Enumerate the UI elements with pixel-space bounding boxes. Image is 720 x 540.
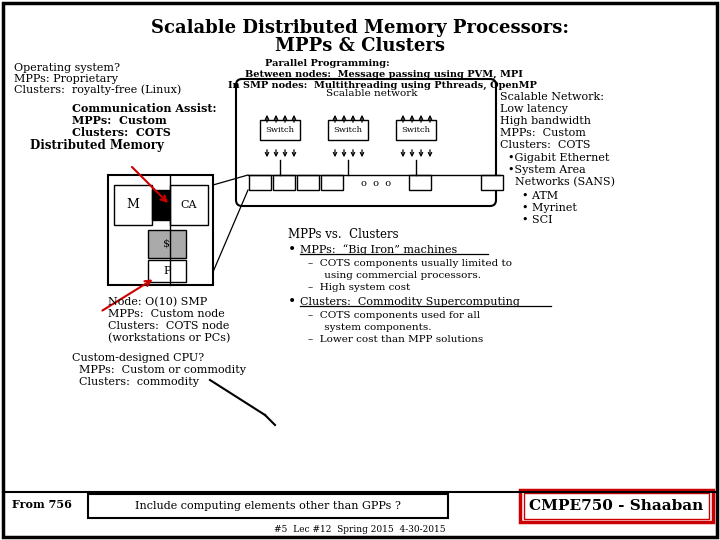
Bar	[148, 260, 186, 282]
Text: o  o  o: o o o	[361, 179, 391, 187]
Text: In SMP nodes:  Multithreading using Pthreads, OpenMP: In SMP nodes: Multithreading using Pthre…	[228, 80, 537, 90]
Text: system components.: system components.	[308, 322, 431, 332]
Text: Communication Assist:: Communication Assist:	[72, 103, 217, 113]
Text: •: •	[288, 243, 296, 257]
Text: –  High system cost: – High system cost	[308, 282, 410, 292]
Bar	[321, 175, 343, 190]
Text: Scalable Distributed Memory Processors:: Scalable Distributed Memory Processors:	[151, 19, 569, 37]
Text: Include computing elements other than GPPs ?: Include computing elements other than GP…	[135, 501, 401, 511]
Text: Scalable Network:: Scalable Network:	[500, 92, 604, 102]
FancyBboxPatch shape	[236, 79, 496, 206]
Bar	[520, 490, 713, 522]
Bar	[108, 175, 213, 285]
Bar	[170, 185, 208, 225]
Text: Clusters:  Commodity Supercomputing: Clusters: Commodity Supercomputing	[300, 297, 520, 307]
Bar	[481, 175, 503, 190]
Text: –  COTS components usually limited to: – COTS components usually limited to	[308, 259, 512, 267]
Text: Low latency: Low latency	[500, 104, 568, 114]
Text: MPPs: Proprietary: MPPs: Proprietary	[14, 74, 118, 84]
Text: • ATM: • ATM	[522, 191, 558, 201]
Text: Switch: Switch	[402, 126, 431, 134]
Text: Clusters:  commodity: Clusters: commodity	[72, 377, 199, 387]
Text: Switch: Switch	[333, 126, 362, 134]
Text: Clusters:  COTS node: Clusters: COTS node	[108, 321, 230, 331]
Text: MPPs:  Custom: MPPs: Custom	[500, 128, 586, 138]
Text: Parallel Programming:: Parallel Programming:	[265, 58, 390, 68]
Text: High bandwidth: High bandwidth	[500, 116, 591, 126]
Bar	[249, 175, 271, 190]
Text: using commercial processors.: using commercial processors.	[308, 271, 481, 280]
Bar	[88, 494, 448, 518]
Bar	[152, 190, 170, 220]
Bar	[328, 120, 368, 140]
Bar	[273, 175, 295, 190]
Text: Node: O(10) SMP: Node: O(10) SMP	[108, 297, 207, 307]
Bar	[396, 120, 436, 140]
Bar	[148, 230, 186, 258]
Text: Operating system?: Operating system?	[14, 63, 120, 73]
Text: $: $	[163, 239, 171, 249]
Text: • SCI: • SCI	[522, 215, 553, 225]
Text: Clusters:  COTS: Clusters: COTS	[72, 126, 171, 138]
Text: Between nodes:  Message passing using PVM, MPI: Between nodes: Message passing using PVM…	[245, 70, 523, 78]
Text: •: •	[288, 295, 296, 309]
Text: MPPs & Clusters: MPPs & Clusters	[275, 37, 445, 55]
Text: From 756: From 756	[12, 500, 72, 510]
Text: Networks (SANS): Networks (SANS)	[508, 177, 615, 187]
Text: •System Area: •System Area	[508, 165, 586, 175]
Text: Clusters:  COTS: Clusters: COTS	[500, 140, 590, 150]
Bar	[524, 493, 709, 519]
Text: Clusters:  royalty-free (Linux): Clusters: royalty-free (Linux)	[14, 85, 181, 95]
Text: CMPE750 - Shaaban: CMPE750 - Shaaban	[529, 499, 703, 513]
Bar	[260, 120, 300, 140]
Text: Switch: Switch	[266, 126, 294, 134]
Text: (workstations or PCs): (workstations or PCs)	[108, 333, 230, 343]
Text: #5  Lec #12  Spring 2015  4-30-2015: #5 Lec #12 Spring 2015 4-30-2015	[274, 525, 446, 535]
Text: Custom-designed CPU?: Custom-designed CPU?	[72, 353, 204, 363]
Text: MPPs:  Custom or commodity: MPPs: Custom or commodity	[72, 365, 246, 375]
Text: P: P	[163, 266, 171, 276]
Text: M: M	[127, 199, 140, 212]
Text: MPPs:  “Big Iron” machines: MPPs: “Big Iron” machines	[300, 245, 457, 255]
Text: Distributed Memory: Distributed Memory	[30, 139, 164, 152]
Text: CA: CA	[181, 200, 197, 210]
Text: MPPs vs.  Clusters: MPPs vs. Clusters	[288, 227, 399, 240]
Text: –  COTS components used for all: – COTS components used for all	[308, 310, 480, 320]
Text: –  Lower cost than MPP solutions: – Lower cost than MPP solutions	[308, 334, 483, 343]
Text: •Gigabit Ethernet: •Gigabit Ethernet	[508, 153, 609, 163]
Text: • Myrinet: • Myrinet	[522, 203, 577, 213]
Text: MPPs:  Custom node: MPPs: Custom node	[108, 309, 225, 319]
Bar	[297, 175, 319, 190]
Bar	[114, 185, 152, 225]
Text: Scalable network: Scalable network	[326, 90, 418, 98]
Bar	[409, 175, 431, 190]
Text: MPPs:  Custom: MPPs: Custom	[72, 114, 167, 125]
